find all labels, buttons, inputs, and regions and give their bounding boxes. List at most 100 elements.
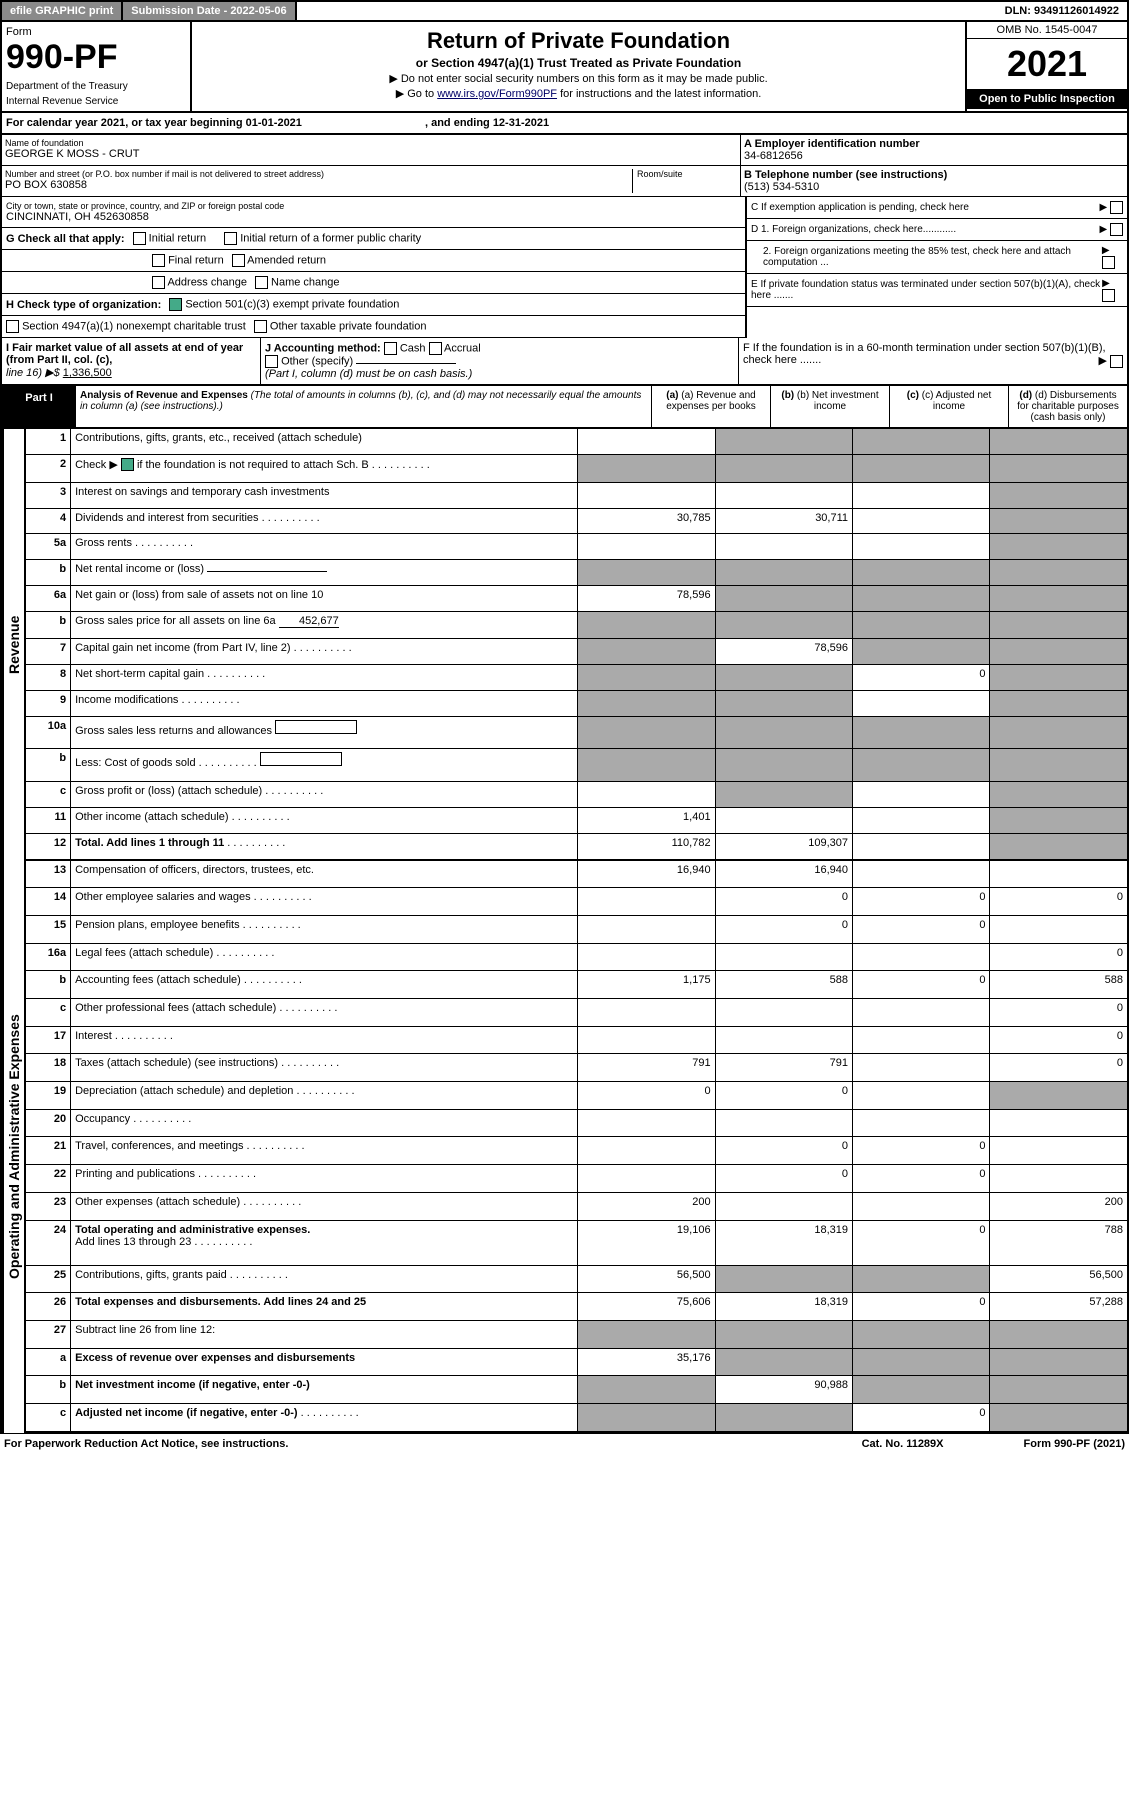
col-d-header: (d) (d) Disbursements for charitable pur… bbox=[1009, 386, 1127, 427]
dept-treasury: Department of the Treasury bbox=[6, 81, 186, 92]
submission-date: Submission Date - 2022-05-06 bbox=[123, 2, 296, 20]
501c3-label: Section 501(c)(3) exempt private foundat… bbox=[185, 298, 399, 310]
room-label: Room/suite bbox=[632, 169, 737, 193]
table-row: cAdjusted net income (if negative, enter… bbox=[25, 1404, 1128, 1433]
calendar-year-row: For calendar year 2021, or tax year begi… bbox=[0, 113, 1129, 135]
irs-link[interactable]: www.irs.gov/Form990PF bbox=[437, 88, 557, 100]
form-ref: Form 990-PF (2021) bbox=[1024, 1438, 1125, 1450]
phone-value: (513) 534-5310 bbox=[744, 181, 1124, 193]
foundation-name-label: Name of foundation bbox=[5, 138, 737, 148]
omb-number: OMB No. 1545-0047 bbox=[967, 22, 1127, 39]
c-pending-checkbox[interactable] bbox=[1110, 201, 1123, 214]
table-row: 12Total. Add lines 1 through 11110,78210… bbox=[25, 833, 1128, 860]
address-change-label: Address change bbox=[167, 276, 247, 288]
4947-checkbox[interactable] bbox=[6, 320, 19, 333]
foundation-name: GEORGE K MOSS - CRUT bbox=[5, 148, 737, 160]
final-return-label: Final return bbox=[168, 254, 224, 266]
j-label: J Accounting method: bbox=[265, 342, 381, 354]
table-row: 15Pension plans, employee benefits00 bbox=[25, 916, 1128, 944]
table-row: 6aNet gain or (loss) from sale of assets… bbox=[25, 586, 1128, 612]
table-row: cOther professional fees (attach schedul… bbox=[25, 999, 1128, 1027]
form-title: Return of Private Foundation bbox=[198, 28, 959, 54]
table-row: bNet rental income or (loss) bbox=[25, 560, 1128, 586]
col-b-header: (b) (b) Net investment income bbox=[771, 386, 890, 427]
fmv-value: 1,336,500 bbox=[63, 367, 112, 379]
form-number: 990-PF bbox=[6, 38, 186, 77]
address-label: Number and street (or P.O. box number if… bbox=[5, 169, 632, 179]
d1-checkbox[interactable] bbox=[1110, 223, 1123, 236]
final-return-checkbox[interactable] bbox=[152, 254, 165, 267]
table-row: 7Capital gain net income (from Part IV, … bbox=[25, 639, 1128, 665]
col-a-header: (a) (a) Revenue and expenses per books bbox=[652, 386, 771, 427]
table-row: 14Other employee salaries and wages000 bbox=[25, 888, 1128, 916]
d2-checkbox[interactable] bbox=[1102, 256, 1115, 269]
table-row: 22Printing and publications00 bbox=[25, 1165, 1128, 1193]
accrual-label: Accrual bbox=[444, 342, 481, 354]
expenses-side-label: Operating and Administrative Expenses bbox=[2, 861, 24, 1433]
j-note: (Part I, column (d) must be on cash basi… bbox=[265, 368, 472, 380]
address-change-checkbox[interactable] bbox=[152, 276, 165, 289]
other-taxable-checkbox[interactable] bbox=[254, 320, 267, 333]
initial-former-checkbox[interactable] bbox=[224, 232, 237, 245]
cash-checkbox[interactable] bbox=[384, 342, 397, 355]
initial-return-checkbox[interactable] bbox=[133, 232, 146, 245]
ein-value: 34-6812656 bbox=[744, 150, 1124, 162]
address-value: PO BOX 630858 bbox=[5, 179, 632, 191]
table-row: 16aLegal fees (attach schedule)0 bbox=[25, 943, 1128, 971]
cal-year-end: , and ending 12-31-2021 bbox=[425, 117, 549, 129]
form-subtitle: or Section 4947(a)(1) Trust Treated as P… bbox=[198, 56, 959, 70]
table-row: bNet investment income (if negative, ent… bbox=[25, 1376, 1128, 1404]
table-row: 8Net short-term capital gain0 bbox=[25, 665, 1128, 691]
note-pre: ▶ Go to bbox=[396, 88, 437, 100]
table-row: 24Total operating and administrative exp… bbox=[25, 1220, 1128, 1265]
f-label: F If the foundation is in a 60-month ter… bbox=[743, 342, 1106, 366]
table-row: 27Subtract line 26 from line 12: bbox=[25, 1320, 1128, 1348]
501c3-checkbox[interactable] bbox=[169, 298, 182, 311]
paperwork-notice: For Paperwork Reduction Act Notice, see … bbox=[4, 1438, 288, 1450]
initial-return-label: Initial return bbox=[149, 232, 206, 244]
i-label: I Fair market value of all assets at end… bbox=[6, 342, 243, 366]
col-c-header: (c) (c) Adjusted net income bbox=[890, 386, 1009, 427]
table-row: bAccounting fees (attach schedule)1,1755… bbox=[25, 971, 1128, 999]
c-pending-label: C If exemption application is pending, c… bbox=[751, 202, 969, 213]
part1-label: Part I bbox=[2, 386, 76, 427]
form-header: Form 990-PF Department of the Treasury I… bbox=[0, 22, 1129, 113]
goto-note: ▶ Go to www.irs.gov/Form990PF for instru… bbox=[198, 87, 959, 100]
accrual-checkbox[interactable] bbox=[429, 342, 442, 355]
form-label: Form bbox=[6, 26, 186, 38]
table-row: bLess: Cost of goods sold bbox=[25, 749, 1128, 782]
city-label: City or town, state or province, country… bbox=[6, 201, 741, 211]
table-row: 21Travel, conferences, and meetings00 bbox=[25, 1137, 1128, 1165]
other-method-checkbox[interactable] bbox=[265, 355, 278, 368]
name-change-label: Name change bbox=[271, 276, 340, 288]
table-row: 4Dividends and interest from securities3… bbox=[25, 508, 1128, 534]
irs-label: Internal Revenue Service bbox=[6, 96, 186, 107]
name-change-checkbox[interactable] bbox=[255, 276, 268, 289]
sch-b-checkbox[interactable] bbox=[121, 458, 134, 471]
initial-former-label: Initial return of a former public charit… bbox=[240, 232, 421, 244]
part1-title: Analysis of Revenue and Expenses bbox=[80, 390, 248, 401]
table-row: 10aGross sales less returns and allowanc… bbox=[25, 716, 1128, 749]
table-row: bGross sales price for all assets on lin… bbox=[25, 612, 1128, 639]
f-checkbox[interactable] bbox=[1110, 355, 1123, 368]
table-row: aExcess of revenue over expenses and dis… bbox=[25, 1348, 1128, 1376]
d1-label: D 1. Foreign organizations, check here..… bbox=[751, 224, 956, 235]
efile-print-button[interactable]: efile GRAPHIC print bbox=[2, 2, 123, 20]
table-row: 13Compensation of officers, directors, t… bbox=[25, 861, 1128, 888]
header-bar: efile GRAPHIC print Submission Date - 20… bbox=[0, 0, 1129, 22]
d2-label: 2. Foreign organizations meeting the 85%… bbox=[751, 246, 1102, 268]
cal-year-begin: For calendar year 2021, or tax year begi… bbox=[6, 117, 302, 129]
amended-return-checkbox[interactable] bbox=[232, 254, 245, 267]
table-row: 25Contributions, gifts, grants paid56,50… bbox=[25, 1265, 1128, 1293]
ssn-warning: ▶ Do not enter social security numbers o… bbox=[198, 72, 959, 85]
e-label: E If private foundation status was termi… bbox=[751, 279, 1102, 301]
city-value: CINCINNATI, OH 452630858 bbox=[6, 211, 741, 223]
g-label: G Check all that apply: bbox=[6, 233, 125, 245]
table-row: 20Occupancy bbox=[25, 1109, 1128, 1137]
i-line16: line 16) ▶$ bbox=[6, 367, 63, 379]
table-row: cGross profit or (loss) (attach schedule… bbox=[25, 782, 1128, 808]
other-method-label: Other (specify) bbox=[281, 355, 353, 367]
cash-label: Cash bbox=[400, 342, 426, 354]
e-checkbox[interactable] bbox=[1102, 289, 1115, 302]
table-row: 18Taxes (attach schedule) (see instructi… bbox=[25, 1054, 1128, 1082]
